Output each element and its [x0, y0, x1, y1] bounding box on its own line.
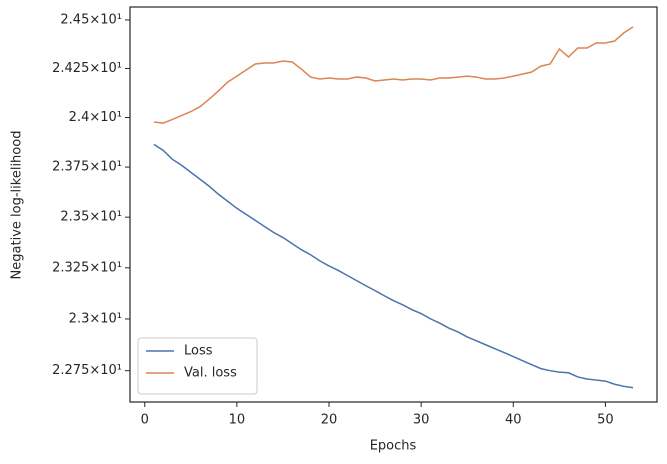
data-line — [153, 26, 634, 124]
x-axis-label: Epochs — [370, 439, 417, 454]
x-tick-label: 30 — [413, 413, 430, 428]
x-tick-label: 20 — [321, 413, 338, 428]
x-tick-label: 50 — [597, 413, 614, 428]
y-tick-label: 2.425×10¹ — [52, 61, 122, 76]
y-tick-label: 2.4×10¹ — [69, 110, 122, 125]
x-tick-label: 40 — [505, 413, 522, 428]
y-tick-label: 2.45×10¹ — [60, 12, 122, 27]
y-tick-label: 2.375×10¹ — [52, 160, 122, 175]
y-tick-label: 2.325×10¹ — [52, 260, 122, 275]
data-line — [153, 143, 634, 389]
legend-label: Loss — [184, 344, 213, 359]
y-tick-label: 2.3×10¹ — [69, 311, 122, 326]
y-tick-label: 2.35×10¹ — [60, 210, 122, 225]
x-tick-label: 0 — [141, 413, 149, 428]
legend-label: Val. loss — [184, 366, 237, 381]
y-axis-label: Negative log-likelihood — [10, 131, 25, 280]
legend: Loss Val. loss — [137, 337, 258, 395]
legend-box — [137, 337, 258, 395]
x-tick-label: 10 — [229, 413, 246, 428]
y-tick-label: 2.275×10¹ — [52, 363, 122, 378]
plot-frame — [129, 6, 658, 403]
